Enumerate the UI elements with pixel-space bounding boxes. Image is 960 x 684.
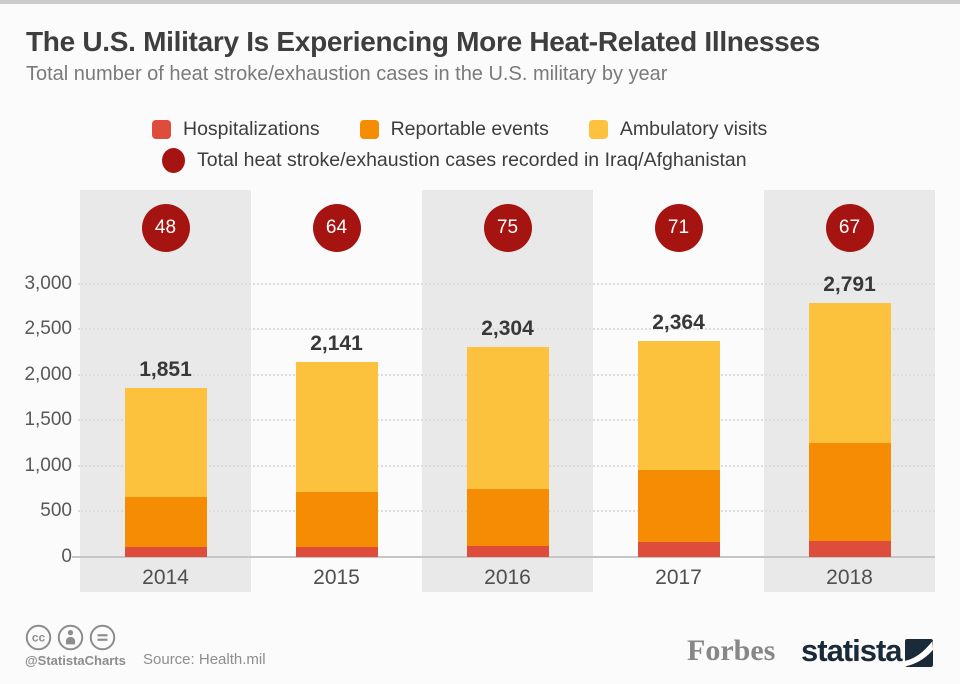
stacked-bar-2014: [124, 388, 207, 557]
creative-commons-icons: cc: [25, 624, 116, 651]
x-tick-label: 2016: [484, 566, 531, 589]
segment-hospitalizations: [808, 540, 891, 557]
total-circle-icon: [162, 147, 185, 173]
x-tick-label: 2018: [826, 566, 873, 589]
ambulatory-visits-swatch-icon: [588, 119, 608, 139]
segment-reportable-events: [124, 497, 207, 548]
segment-hospitalizations: [124, 547, 207, 557]
stacked-bar-2016: [466, 346, 549, 557]
segment-ambulatory-visits: [295, 361, 378, 493]
y-tick-label: 500: [40, 500, 72, 521]
top-border-strip: [0, 0, 960, 4]
hospitalizations-swatch-icon: [152, 119, 171, 139]
legend-label: Total heat stroke/exhaustion cases recor…: [197, 148, 747, 171]
attribution-icon: [57, 624, 84, 651]
iraq-afghanistan-total-badge: 48: [141, 204, 190, 252]
badge-value: 48: [154, 217, 177, 238]
y-tick-label: 2,500: [24, 318, 72, 339]
legend: Hospitalizations Reportable events Ambul…: [152, 117, 807, 173]
x-tick-label: 2015: [313, 566, 360, 589]
segment-hospitalizations: [466, 545, 549, 557]
reportable-events-swatch-icon: [359, 119, 379, 139]
segment-reportable-events: [637, 470, 720, 543]
stacked-bar-2018: [808, 302, 891, 557]
segment-hospitalizations: [295, 546, 378, 557]
page-subtitle: Total number of heat stroke/exhaustion c…: [26, 63, 668, 85]
iraq-afghanistan-total-badge: 71: [654, 204, 703, 252]
badge-value: 64: [325, 217, 348, 238]
x-tick-label: 2017: [655, 566, 702, 589]
segment-reportable-events: [466, 488, 549, 546]
iraq-afghanistan-total-badge: 75: [483, 204, 532, 252]
y-tick-label: 3,000: [24, 272, 72, 294]
svg-text:cc: cc: [32, 631, 46, 645]
x-tick-label: 2014: [142, 566, 189, 589]
segment-ambulatory-visits: [466, 346, 549, 489]
bar-total-label: 2,304: [481, 316, 534, 340]
legend-label: Hospitalizations: [183, 117, 320, 140]
x-axis-line: [72, 555, 935, 558]
stacked-bar-2015: [295, 361, 378, 557]
segment-reportable-events: [808, 443, 891, 541]
y-tick-label: 1,000: [24, 454, 72, 476]
bar-total-label: 2,791: [823, 272, 876, 296]
badge-value: 75: [496, 217, 519, 238]
badge-value: 71: [667, 217, 690, 238]
forbes-logo: Forbes: [687, 634, 776, 667]
segment-reportable-events: [295, 492, 378, 547]
page-title: The U.S. Military Is Experiencing More H…: [26, 26, 820, 57]
legend-label: Ambulatory visits: [619, 117, 768, 140]
legend-row-series: Hospitalizations Reportable events Ambul…: [152, 117, 807, 141]
legend-row-total: Total heat stroke/exhaustion cases recor…: [152, 147, 807, 173]
stacked-bar-2017: [637, 341, 720, 557]
legend-item-hospitalizations: Hospitalizations: [152, 118, 320, 141]
segment-hospitalizations: [637, 542, 720, 557]
bar-total-label: 2,364: [652, 311, 705, 335]
gridline-3000: [78, 282, 935, 285]
legend-item-reportable-events: Reportable events: [359, 117, 549, 141]
segment-ambulatory-visits: [808, 302, 891, 444]
bar-total-label: 1,851: [139, 358, 192, 382]
iraq-afghanistan-total-badge: 64: [312, 204, 361, 252]
badge-value: 67: [838, 217, 861, 238]
y-tick-label: 2,000: [24, 363, 72, 385]
gridline-2500: [78, 328, 935, 330]
y-tick-label: 1,500: [24, 409, 72, 430]
statista-wordmark: statista: [801, 633, 903, 668]
cc-icon: cc: [25, 624, 52, 651]
segment-ambulatory-visits: [124, 388, 207, 498]
source-credit: Source: Health.mil: [143, 651, 266, 668]
segment-ambulatory-visits: [637, 341, 720, 471]
statista-logo-icon: [905, 639, 933, 667]
legend-label: Reportable events: [390, 117, 549, 140]
iraq-afghanistan-total-badge: 67: [825, 204, 874, 252]
legend-item-ambulatory-visits: Ambulatory visits: [588, 117, 768, 141]
y-tick-label: 0: [61, 545, 72, 567]
bar-total-label: 2,141: [310, 331, 363, 355]
equals-icon: [89, 624, 116, 651]
statista-charts-handle: @StatistaCharts: [25, 653, 126, 668]
